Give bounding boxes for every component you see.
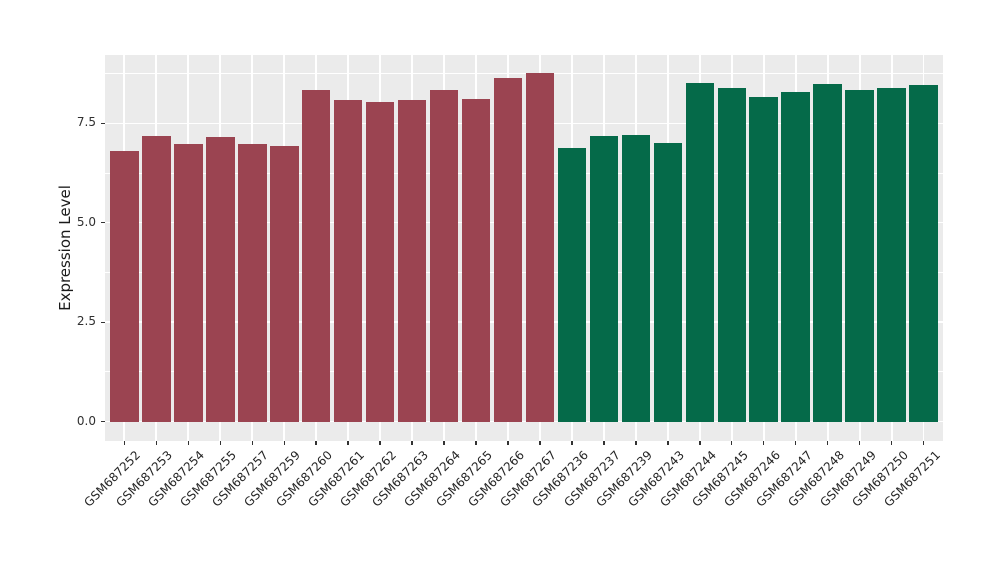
- y-axis-tick: [101, 420, 105, 423]
- x-axis-tick: [795, 441, 797, 445]
- bar-GSM687251: [909, 85, 939, 422]
- x-axis-tick: [603, 441, 605, 445]
- bar-GSM687247: [781, 92, 811, 422]
- bar-GSM687257: [237, 144, 267, 422]
- x-axis-tick: [283, 441, 285, 445]
- gridline-minor: [105, 272, 943, 273]
- y-axis-tick-label: 5.0: [76, 214, 96, 229]
- bar-GSM687259: [269, 146, 299, 422]
- bar-GSM687244: [685, 83, 715, 422]
- x-axis-tick: [859, 441, 861, 445]
- x-axis-tick: [507, 441, 509, 445]
- bar-GSM687245: [717, 88, 747, 422]
- gridline-major: [105, 122, 943, 125]
- bar-GSM687236: [557, 148, 587, 422]
- bar-GSM687243: [653, 143, 683, 422]
- y-axis-tick: [101, 222, 105, 224]
- gridline-minor: [105, 172, 943, 174]
- bar-GSM687239: [621, 134, 651, 422]
- gridline-minor: [105, 371, 943, 373]
- bar-GSM687261: [333, 99, 363, 422]
- bar-GSM687248: [813, 84, 843, 422]
- bar-GSM687249: [845, 90, 875, 422]
- bar-GSM687267: [525, 73, 555, 422]
- x-axis-tick: [667, 441, 669, 445]
- x-axis-tick: [155, 441, 157, 445]
- x-axis-tick: [379, 441, 381, 445]
- x-axis-tick: [187, 441, 189, 445]
- y-axis-tick-label: 7.5: [76, 115, 96, 130]
- y-axis-tick-label: 2.5: [76, 314, 96, 329]
- x-axis-tick: [827, 441, 829, 445]
- x-axis-tick: [923, 441, 925, 445]
- x-axis-tick: [251, 441, 253, 445]
- bar-GSM687264: [429, 89, 459, 422]
- bar-GSM687262: [365, 102, 395, 422]
- x-axis-tick: [571, 441, 573, 445]
- bar-GSM687253: [141, 136, 171, 422]
- bar-GSM687252: [109, 151, 139, 422]
- x-axis-tick: [891, 441, 893, 445]
- bar-GSM687260: [301, 89, 331, 422]
- x-axis-tick: [539, 441, 541, 445]
- x-axis-tick: [315, 441, 317, 445]
- bar-GSM687266: [493, 78, 523, 422]
- bar-GSM687246: [749, 96, 779, 422]
- x-axis-tick: [731, 441, 733, 445]
- gridline-major: [105, 321, 943, 323]
- x-axis-tick: [219, 441, 221, 445]
- bar-GSM687255: [205, 136, 235, 422]
- x-axis-tick: [347, 441, 349, 445]
- x-axis-tick: [763, 441, 765, 445]
- y-axis-title: Expression Level: [56, 185, 74, 311]
- x-axis-tick: [443, 441, 445, 445]
- bar-GSM687254: [173, 144, 203, 422]
- bar-GSM687237: [589, 135, 619, 422]
- gridline-major: [105, 222, 943, 224]
- x-axis-tick: [635, 441, 637, 445]
- x-axis-tick: [123, 441, 125, 445]
- bar-GSM687263: [397, 99, 427, 422]
- y-axis-tick: [101, 122, 105, 124]
- bar-GSM687250: [877, 87, 907, 422]
- y-axis-tick: [101, 321, 105, 323]
- x-axis-tick: [475, 441, 477, 445]
- bar-GSM687265: [461, 99, 491, 422]
- x-axis-tick: [411, 441, 413, 445]
- gridline-minor: [105, 73, 943, 75]
- y-axis-tick-label: 0.0: [76, 413, 96, 428]
- gridline-major: [105, 420, 943, 423]
- x-axis-tick: [699, 441, 701, 445]
